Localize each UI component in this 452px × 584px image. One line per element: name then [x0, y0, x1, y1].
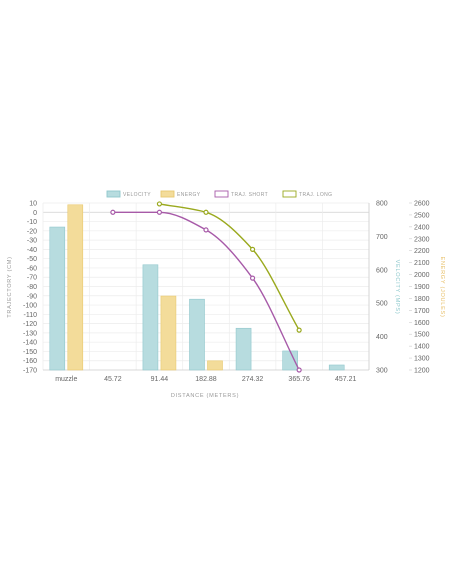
y-tick-label-energy: 1900 — [414, 284, 430, 291]
y-tick-label-trajectory: -120 — [23, 321, 37, 328]
x-tick-label: 91.44 — [151, 376, 169, 383]
x-tick-label: 182.88 — [195, 376, 217, 383]
y-tick-label-energy: 1800 — [414, 296, 430, 303]
bar-velocity — [328, 364, 345, 371]
y-tick-label-velocity: 400 — [376, 334, 388, 341]
y-axis-title-trajectory: TRAJECTORY (CM) — [7, 256, 13, 317]
legend-swatch — [282, 190, 297, 198]
point-traj-long — [203, 209, 209, 215]
point-traj-long — [156, 201, 163, 207]
y-tick-label-velocity: 500 — [376, 301, 388, 308]
bar-velocity — [142, 264, 159, 371]
y-tick-label-trajectory: -150 — [23, 349, 37, 356]
y-tick-label-trajectory: -160 — [23, 358, 37, 365]
y-tick-label-energy: 2000 — [414, 272, 430, 279]
y-tick-label-energy: 2200 — [414, 248, 430, 255]
legend-swatch — [214, 190, 229, 198]
y-tick-label-energy: 1400 — [414, 344, 430, 351]
y-tick-label-velocity: 700 — [376, 234, 388, 241]
y-tick-label-energy: 1600 — [414, 320, 430, 327]
y-tick-label-trajectory: -30 — [27, 238, 37, 245]
y-axis-title-velocity: VELOCITY (MPS) — [394, 260, 400, 315]
y-tick-label-energy: 1500 — [414, 332, 430, 339]
legend-swatch — [106, 190, 121, 198]
y-tick-label-velocity: 300 — [376, 368, 388, 375]
y-tick-label-trajectory: -20 — [27, 228, 37, 235]
legend-label: TRAJ. LONG — [299, 192, 332, 198]
point-traj-short — [249, 275, 256, 281]
y-tick-label-energy: 2500 — [414, 212, 430, 219]
bar-velocity — [49, 226, 66, 371]
x-tick-label: 457.21 — [335, 376, 357, 383]
x-tick-label: 274.32 — [242, 376, 264, 383]
bar-energy — [160, 295, 177, 371]
bar-velocity — [189, 298, 205, 371]
y-axis-title-energy: ENERGY (JOULES) — [439, 256, 445, 317]
legend-label: ENERGY — [177, 192, 201, 198]
y-tick-label-trajectory: -80 — [27, 284, 37, 291]
legend[interactable]: VELOCITY ENERGY TRAJ. SHORT TRAJ. LONG — [106, 190, 332, 198]
point-traj-short — [203, 227, 209, 233]
bar-energy — [207, 360, 223, 371]
x-tick-label: 365.76 — [288, 376, 310, 383]
y-tick-label-energy: 2100 — [414, 260, 430, 267]
y-tick-label-energy: 2600 — [414, 201, 430, 208]
y-tick-label-trajectory: -90 — [27, 293, 37, 300]
y-tick-label-trajectory: -110 — [24, 312, 38, 319]
legend-label: TRAJ. SHORT — [231, 192, 268, 198]
point-traj-short — [296, 367, 302, 373]
line-traj-long — [159, 203, 300, 331]
line-traj-short — [112, 211, 300, 371]
y-tick-label-energy: 2400 — [414, 224, 430, 231]
y-tick-label-energy: 1300 — [414, 356, 430, 363]
bar-velocity — [235, 327, 252, 371]
y-tick-label-trajectory: -70 — [27, 275, 37, 282]
y-tick-label-trajectory: -130 — [23, 330, 37, 337]
legend-label: VELOCITY — [123, 192, 151, 198]
y-tick-label-energy: 1200 — [414, 368, 430, 375]
y-tick-label-velocity: 800 — [376, 201, 388, 208]
y-tick-label-energy: 2300 — [414, 236, 430, 243]
axis-ticks: -170-160-150-140-130-120-110-100-90-80-7… — [23, 201, 430, 384]
y-tick-label-trajectory: -50 — [27, 256, 37, 263]
y-tick-label-energy: 1700 — [414, 308, 430, 315]
y-tick-label-velocity: 600 — [376, 267, 388, 274]
point-traj-long — [249, 246, 256, 252]
y-tick-label-trajectory: 0 — [33, 210, 37, 217]
y-tick-label-trajectory: -60 — [27, 265, 37, 272]
y-tick-label-trajectory: -40 — [27, 247, 37, 254]
x-tick-label: 45.72 — [104, 376, 122, 383]
line-series — [110, 201, 302, 373]
bar-velocity — [282, 350, 298, 371]
y-tick-label-trajectory: -10 — [27, 219, 37, 226]
bar-energy — [67, 204, 84, 371]
y-tick-label-trajectory: -100 — [23, 303, 37, 310]
x-axis-title: DISTANCE (METERS) — [171, 393, 239, 399]
y-tick-label-trajectory: -140 — [23, 340, 37, 347]
point-traj-short — [156, 209, 163, 215]
bar-series — [49, 204, 345, 371]
y-tick-label-trajectory: 10 — [29, 201, 37, 208]
y-tick-label-trajectory: -170 — [23, 368, 37, 375]
x-tick-label: muzzle — [55, 376, 77, 383]
legend-swatch — [160, 190, 175, 198]
point-traj-short — [110, 209, 116, 215]
point-traj-long — [296, 327, 302, 333]
